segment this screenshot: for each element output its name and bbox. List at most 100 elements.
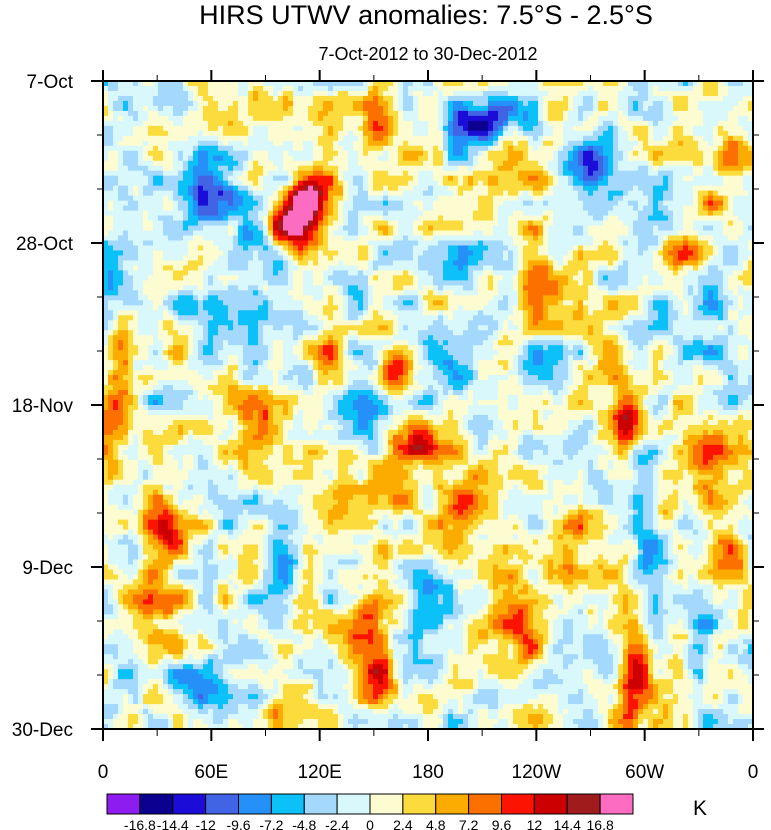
heatmap-cell <box>238 210 244 217</box>
heatmap-cell <box>243 130 249 137</box>
heatmap-cell <box>638 85 644 92</box>
heatmap-cell <box>198 260 204 267</box>
heatmap-cell <box>413 85 419 92</box>
heatmap-cell <box>123 260 129 267</box>
heatmap-cell <box>283 250 289 257</box>
heatmap-cell <box>698 160 704 167</box>
heatmap-cell <box>268 225 274 232</box>
heatmap-cell <box>238 200 244 207</box>
heatmap-cell <box>353 190 359 197</box>
heatmap-cell <box>413 265 419 272</box>
heatmap-cell <box>148 220 154 227</box>
heatmap-cell <box>473 95 479 102</box>
heatmap-cell <box>108 230 114 237</box>
heatmap-cell <box>258 100 264 107</box>
heatmap-cell <box>658 150 664 157</box>
heatmap-cell <box>418 245 424 252</box>
heatmap-cell <box>108 160 114 167</box>
heatmap-cell <box>443 100 449 107</box>
heatmap-cell <box>578 245 584 252</box>
heatmap-cell <box>583 155 589 162</box>
heatmap-cell <box>338 95 344 102</box>
heatmap-cell <box>113 175 119 182</box>
heatmap-cell <box>703 200 709 207</box>
heatmap-cell <box>453 255 459 262</box>
heatmap-cell <box>638 260 644 267</box>
heatmap-cell <box>433 180 439 187</box>
heatmap-cell <box>123 110 129 117</box>
heatmap-cell <box>228 120 234 127</box>
heatmap-cell <box>258 225 264 232</box>
heatmap-cell <box>413 110 419 117</box>
heatmap-cell <box>233 215 239 222</box>
heatmap-cell <box>488 190 494 197</box>
heatmap-cell <box>418 170 424 177</box>
heatmap-cell <box>498 110 504 117</box>
heatmap-cell <box>423 265 429 272</box>
heatmap-cell <box>743 240 749 247</box>
heatmap-cell <box>243 90 249 97</box>
heatmap-cell <box>253 250 259 257</box>
heatmap-cell <box>443 210 449 217</box>
heatmap-cell <box>593 81 599 87</box>
heatmap-cell <box>123 190 129 197</box>
heatmap-cell <box>253 100 259 107</box>
heatmap-cell <box>568 110 574 117</box>
heatmap-cell <box>213 220 219 227</box>
heatmap-cell <box>403 110 409 117</box>
heatmap-cell <box>263 180 269 187</box>
heatmap-cell <box>238 95 244 102</box>
heatmap-cell <box>443 255 449 262</box>
heatmap-cell <box>418 215 424 222</box>
heatmap-cell <box>603 225 609 232</box>
heatmap-cell <box>148 240 154 247</box>
heatmap-cell <box>338 81 344 87</box>
heatmap-cell <box>183 235 189 242</box>
heatmap-cell <box>438 120 444 127</box>
heatmap-cell <box>133 85 139 92</box>
heatmap-cell <box>138 105 144 112</box>
heatmap-cell <box>278 100 284 107</box>
heatmap-cell <box>748 120 754 127</box>
heatmap-cell <box>283 150 289 157</box>
heatmap-cell <box>673 95 679 102</box>
heatmap-cell <box>438 230 444 237</box>
heatmap-cell <box>258 115 264 122</box>
heatmap-cell <box>628 110 634 117</box>
heatmap-cell <box>693 140 699 147</box>
heatmap-cell <box>458 225 464 232</box>
heatmap-cell <box>628 90 634 97</box>
heatmap-cell <box>688 120 694 127</box>
heatmap-cell <box>573 225 579 232</box>
heatmap-cell <box>703 235 709 242</box>
heatmap-cell <box>183 95 189 102</box>
heatmap-cell <box>718 110 724 117</box>
heatmap-cell <box>158 105 164 112</box>
heatmap-cell <box>633 170 639 177</box>
heatmap-cell <box>353 225 359 232</box>
heatmap-cell <box>158 205 164 212</box>
heatmap-cell <box>458 100 464 107</box>
heatmap-cell <box>193 190 199 197</box>
heatmap-cell <box>368 180 374 187</box>
heatmap-cell <box>718 245 724 252</box>
heatmap-cell <box>153 145 159 152</box>
heatmap-cell <box>353 95 359 102</box>
heatmap-cell <box>448 165 454 172</box>
heatmap-cell <box>528 155 534 162</box>
heatmap-cell <box>168 180 174 187</box>
heatmap-cell <box>373 180 379 187</box>
heatmap-cell <box>368 135 374 142</box>
heatmap-cell <box>348 205 354 212</box>
heatmap-cell <box>318 255 324 262</box>
heatmap-cell <box>268 150 274 157</box>
heatmap-cell <box>118 250 124 257</box>
heatmap-cell <box>133 170 139 177</box>
heatmap-cell <box>673 255 679 262</box>
heatmap-cell <box>293 195 299 202</box>
heatmap-cell <box>393 165 399 172</box>
heatmap-cell <box>268 130 274 137</box>
heatmap-cell <box>253 185 259 192</box>
heatmap-cell <box>733 105 739 112</box>
heatmap-cell <box>723 230 729 237</box>
